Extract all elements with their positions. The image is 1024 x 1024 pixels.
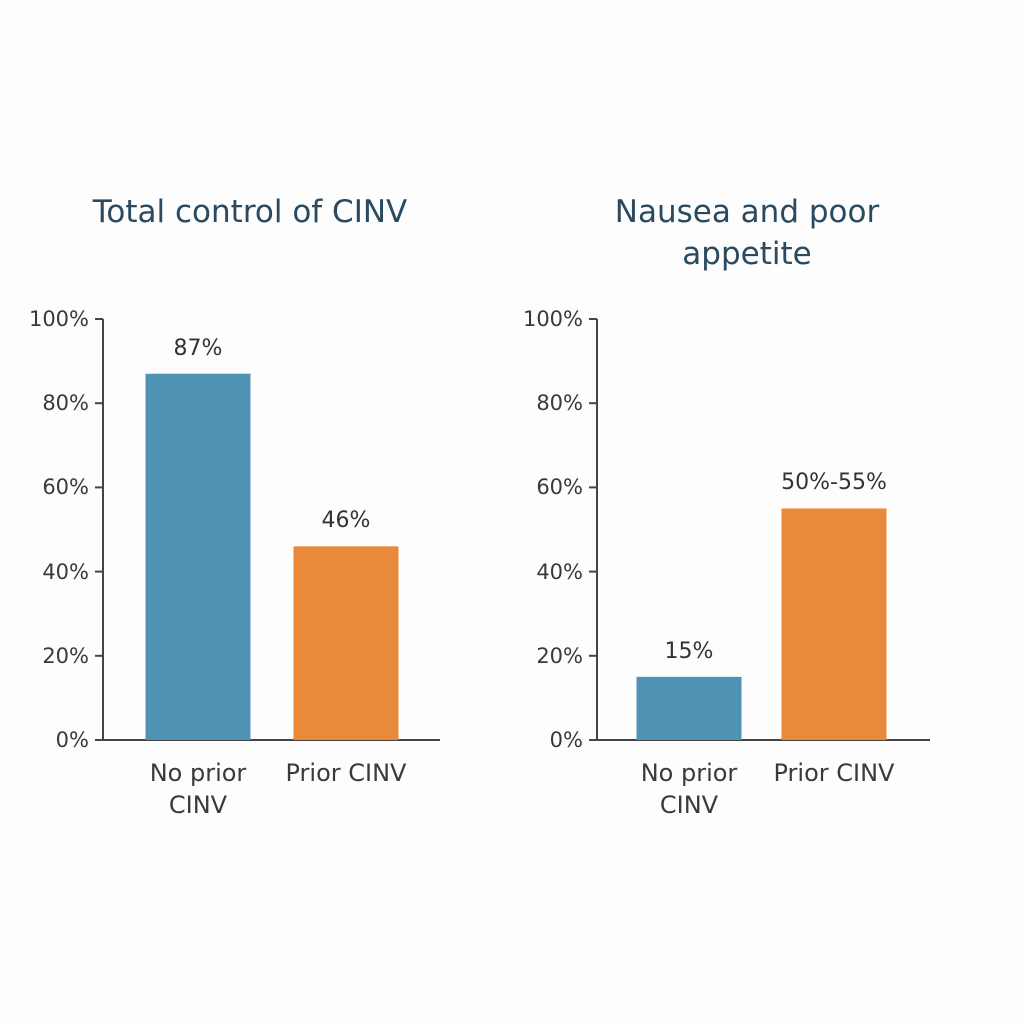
bar [636,676,742,740]
y-tick-label: 80% [42,391,89,416]
y-tick-label: 40% [536,559,583,584]
y-tick-label: 40% [42,559,89,584]
x-tick-label: No prior CINV [640,759,738,819]
y-tick-label: 80% [536,391,583,416]
x-tick-label: No prior CINV [149,759,247,819]
y-tick-label: 0% [549,728,583,752]
bar [781,508,887,740]
y-tick-label: 60% [536,475,583,500]
bar [293,546,399,740]
x-tick-label: Prior CINV [773,759,895,787]
value-label: 15% [664,638,714,664]
x-tick-label: Prior CINV [285,759,407,787]
y-tick-label: 20% [42,643,89,668]
y-tick-label: 100% [522,307,583,331]
chart-title: Nausea and poor appetite [614,194,880,272]
y-tick-label: 60% [42,475,89,500]
chart-title: Total control of CINV [92,194,408,230]
value-label: 87% [173,335,223,361]
y-tick-label: 0% [55,728,89,752]
y-tick-label: 20% [536,643,583,668]
y-tick-label: 100% [28,307,89,331]
bar [145,373,251,740]
value-label: 46% [321,508,371,534]
value-label: 50%-55% [781,470,887,496]
